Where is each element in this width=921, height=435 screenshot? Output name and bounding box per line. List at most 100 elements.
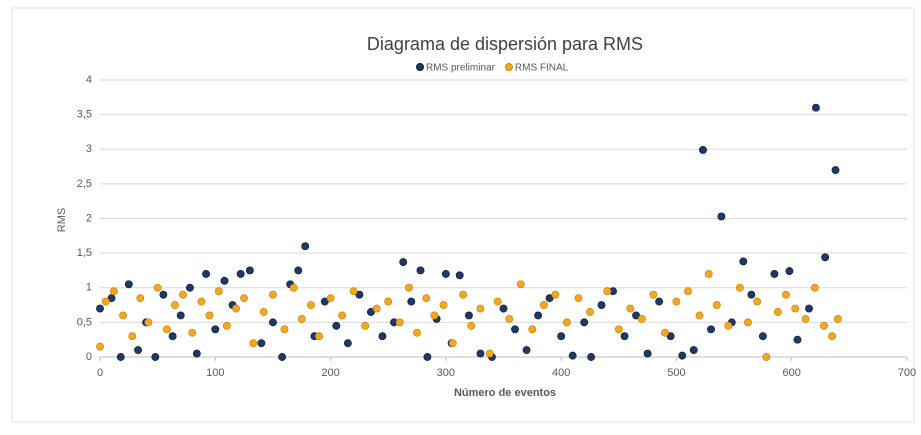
point xyxy=(666,332,675,341)
point xyxy=(307,301,315,310)
point xyxy=(214,287,223,296)
point xyxy=(280,325,289,334)
x-tick-label: 100 xyxy=(206,367,224,379)
point xyxy=(134,346,142,355)
point xyxy=(144,318,153,327)
point xyxy=(197,297,206,306)
point xyxy=(441,269,450,278)
y-tick-label: 2,5 xyxy=(77,178,92,190)
point xyxy=(511,325,519,334)
point xyxy=(467,321,476,330)
point xyxy=(355,290,364,299)
y-tick-label: 1 xyxy=(86,282,92,294)
point xyxy=(257,339,266,348)
point xyxy=(770,269,779,278)
point xyxy=(320,297,329,306)
point xyxy=(632,311,641,320)
point xyxy=(439,301,448,310)
point xyxy=(828,332,837,341)
point xyxy=(655,297,664,306)
point xyxy=(586,308,594,316)
point xyxy=(326,294,335,303)
point xyxy=(268,290,277,299)
point xyxy=(448,339,457,348)
point xyxy=(580,318,589,327)
point xyxy=(338,311,347,320)
point xyxy=(539,301,548,310)
point xyxy=(222,321,231,330)
point xyxy=(185,283,194,292)
point xyxy=(395,318,404,327)
point xyxy=(712,301,721,310)
point xyxy=(557,332,566,341)
point xyxy=(211,325,220,334)
point xyxy=(643,349,652,358)
point xyxy=(96,342,104,351)
point xyxy=(430,311,439,320)
point xyxy=(315,332,323,341)
point xyxy=(743,318,752,327)
point xyxy=(96,304,104,313)
x-tick-label: 400 xyxy=(552,367,570,379)
point xyxy=(704,269,713,278)
point xyxy=(810,283,819,292)
point xyxy=(119,311,128,320)
point xyxy=(220,276,229,285)
point xyxy=(268,318,277,327)
point xyxy=(717,212,726,221)
legend-marker xyxy=(416,63,424,71)
point xyxy=(516,280,525,289)
point xyxy=(707,325,715,334)
point xyxy=(192,349,201,358)
y-axis-label: RMS xyxy=(56,208,68,232)
point xyxy=(597,301,606,310)
point xyxy=(820,321,828,330)
point xyxy=(684,287,692,296)
chart-frame xyxy=(11,7,915,423)
point xyxy=(678,351,687,360)
x-tick-label: 0 xyxy=(97,367,103,379)
y-tick-label: 3 xyxy=(86,143,92,155)
point xyxy=(170,301,179,310)
x-tick-label: 500 xyxy=(667,367,685,379)
point xyxy=(660,328,669,337)
point xyxy=(349,287,358,296)
y-tick-label: 2 xyxy=(86,212,92,224)
point xyxy=(249,339,258,348)
point xyxy=(162,325,171,334)
point xyxy=(698,145,707,154)
point xyxy=(476,304,485,313)
point xyxy=(574,294,583,303)
x-tick-label: 200 xyxy=(321,367,339,379)
point xyxy=(202,269,211,278)
legend-label: RMS preliminar xyxy=(426,63,496,74)
y-tick-label: 0 xyxy=(86,351,92,363)
point xyxy=(821,253,830,262)
point xyxy=(791,304,800,313)
point xyxy=(188,328,197,337)
point xyxy=(109,287,118,296)
point xyxy=(399,258,408,267)
point xyxy=(649,290,658,299)
point xyxy=(289,283,298,292)
point xyxy=(107,294,116,303)
point xyxy=(179,290,187,299)
point xyxy=(493,297,502,306)
point xyxy=(301,242,310,251)
point xyxy=(695,311,704,320)
point xyxy=(689,346,698,355)
point xyxy=(528,325,537,334)
point xyxy=(505,314,514,323)
point xyxy=(176,311,185,320)
point xyxy=(587,353,596,361)
y-tick-label: 3,5 xyxy=(77,109,92,121)
legend-label: RMS FINAL xyxy=(515,63,569,74)
point xyxy=(128,332,137,341)
point xyxy=(614,325,623,334)
point xyxy=(423,353,432,361)
point xyxy=(637,314,646,323)
y-tick-label: 1,5 xyxy=(77,247,92,259)
point xyxy=(793,335,802,344)
point xyxy=(366,308,375,316)
chart-title: Diagrama de dispersión para RMS xyxy=(367,34,643,54)
